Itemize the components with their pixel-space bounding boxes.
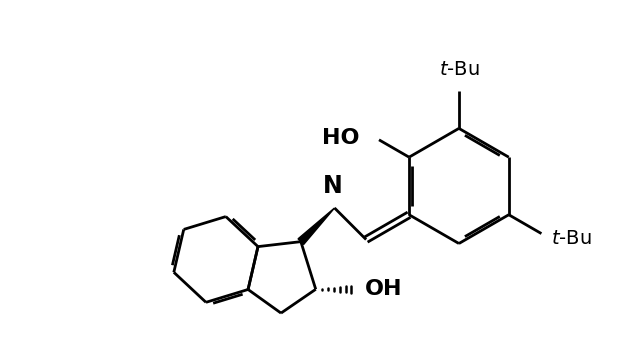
Text: $\mathit{t}$-Bu: $\mathit{t}$-Bu: [438, 60, 479, 79]
Text: N: N: [323, 174, 342, 198]
Polygon shape: [298, 208, 335, 244]
Text: OH: OH: [365, 279, 403, 299]
Text: $\mathit{t}$-Bu: $\mathit{t}$-Bu: [551, 229, 592, 248]
Text: HO: HO: [322, 128, 359, 148]
